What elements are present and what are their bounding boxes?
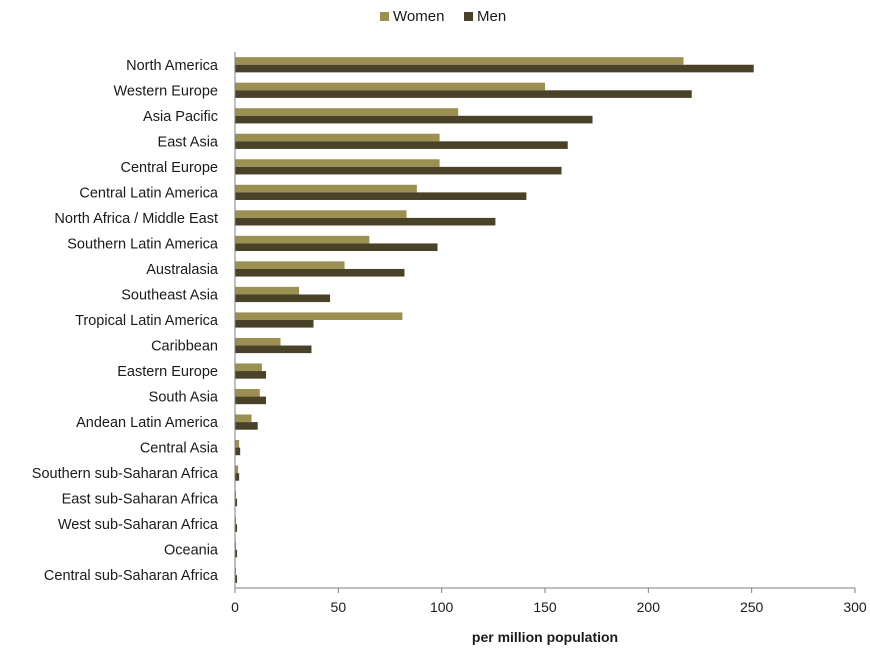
bar-women-central-latin-america — [235, 184, 417, 193]
category-label-tropical-latin-america: Tropical Latin America — [75, 313, 219, 329]
bar-men-asia-pacific — [235, 115, 593, 124]
bar-men-oceania — [235, 549, 238, 558]
bar-men-central-europe — [235, 166, 562, 175]
bar-men-southeast-asia — [235, 294, 331, 303]
category-label-southeast-asia: Southeast Asia — [121, 287, 219, 303]
bar-men-southern-sub-saharan-africa — [235, 473, 240, 481]
bar-women-oceania — [235, 542, 237, 550]
bar-men-andean-latin-america — [235, 422, 258, 430]
bar-women-central-sub-saharan-africa — [235, 567, 237, 576]
bar-women-western-europe — [235, 82, 545, 91]
category-label-south-asia: South Asia — [149, 390, 219, 406]
bars-group — [235, 57, 754, 583]
bar-men-east-sub-saharan-africa — [235, 498, 238, 507]
category-label-western-europe: Western Europe — [113, 83, 218, 99]
category-label-oceania: Oceania — [164, 543, 219, 559]
bar-men-west-sub-saharan-africa — [235, 524, 238, 532]
bar-men-western-europe — [235, 90, 692, 98]
chart-legend: Women Men — [380, 8, 506, 25]
x-tick-label-150: 150 — [533, 599, 557, 615]
bar-women-east-sub-saharan-africa — [235, 491, 237, 499]
bar-men-tropical-latin-america — [235, 320, 314, 328]
category-label-west-sub-saharan-africa: West sub-Saharan Africa — [58, 517, 219, 533]
category-label-central-asia: Central Asia — [140, 441, 219, 457]
x-tick-label-200: 200 — [637, 599, 661, 615]
bar-women-central-asia — [235, 440, 240, 448]
bar-women-west-sub-saharan-africa — [235, 516, 237, 525]
legend-label-women: Women — [393, 8, 444, 25]
bar-women-north-america — [235, 57, 684, 65]
category-label-east-sub-saharan-africa: East sub-Saharan Africa — [62, 492, 219, 508]
bar-women-north-africa-middle-east — [235, 210, 407, 218]
category-label-central-sub-saharan-africa: Central sub-Saharan Africa — [44, 568, 219, 584]
bar-women-asia-pacific — [235, 108, 459, 116]
category-label-north-africa-middle-east: North Africa / Middle East — [54, 211, 218, 227]
legend-swatch-men — [464, 12, 473, 21]
bar-men-southern-latin-america — [235, 243, 438, 252]
category-label-caribbean: Caribbean — [151, 339, 218, 355]
bar-men-caribbean — [235, 345, 312, 354]
bar-men-central-asia — [235, 447, 241, 456]
bar-women-andean-latin-america — [235, 414, 252, 423]
bar-women-east-asia — [235, 133, 440, 142]
bar-men-north-america — [235, 64, 754, 73]
x-axis-title: per million population — [472, 629, 618, 645]
bar-men-australasia — [235, 268, 405, 277]
category-labels: North America Western Europe Asia Pacific E… — [32, 58, 219, 584]
legend-label-men: Men — [477, 8, 506, 25]
bar-women-eastern-europe — [235, 363, 262, 372]
category-label-central-latin-america: Central Latin America — [79, 185, 219, 201]
bar-men-south-asia — [235, 396, 266, 405]
bar-men-central-latin-america — [235, 192, 527, 200]
category-label-eastern-europe: Eastern Europe — [117, 364, 218, 380]
bar-men-north-africa-middle-east — [235, 217, 496, 226]
bar-men-east-asia — [235, 141, 568, 149]
bar-women-southeast-asia — [235, 286, 300, 295]
bar-women-south-asia — [235, 388, 260, 397]
x-tick-label-300: 300 — [843, 599, 867, 615]
x-tick-label-100: 100 — [430, 599, 454, 615]
x-tick-label-50: 50 — [331, 599, 347, 615]
bar-women-southern-latin-america — [235, 235, 370, 244]
bar-men-central-sub-saharan-africa — [235, 575, 238, 583]
category-label-southern-sub-saharan-africa: Southern sub-Saharan Africa — [32, 466, 219, 482]
x-axis-ticks: 0 50 100 150 200 250 300 — [231, 588, 867, 615]
category-label-australasia: Australasia — [146, 262, 219, 278]
category-label-southern-latin-america: Southern Latin America — [67, 236, 219, 252]
category-label-asia-pacific: Asia Pacific — [143, 109, 218, 125]
category-label-andean-latin-america: Andean Latin America — [76, 415, 219, 431]
bar-women-caribbean — [235, 337, 281, 346]
bar-women-central-europe — [235, 159, 440, 167]
bar-women-australasia — [235, 261, 345, 269]
bar-men-eastern-europe — [235, 371, 266, 379]
bar-women-southern-sub-saharan-africa — [235, 465, 239, 474]
x-tick-label-250: 250 — [740, 599, 764, 615]
category-label-central-europe: Central Europe — [120, 160, 218, 176]
x-tick-label-0: 0 — [231, 599, 239, 615]
category-label-east-asia: East Asia — [158, 134, 219, 150]
category-label-north-america: North America — [126, 58, 219, 74]
legend-swatch-women — [380, 12, 389, 21]
bar-women-tropical-latin-america — [235, 312, 403, 320]
